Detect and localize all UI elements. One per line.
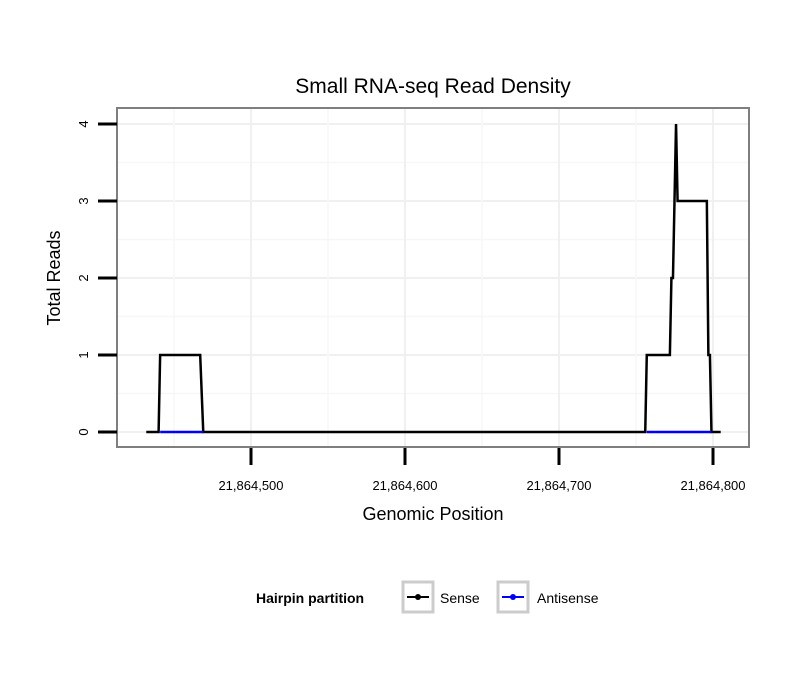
- x-tick-label: 21,864,700: [526, 478, 591, 493]
- y-tick-label: 0: [76, 428, 91, 435]
- x-tick-label: 21,864,800: [680, 478, 745, 493]
- y-tick-label: 4: [76, 120, 91, 127]
- legend: Hairpin partition Sense Antisense: [256, 580, 599, 614]
- x-tick-label: 21,864,600: [372, 478, 437, 493]
- y-tick-label: 1: [76, 351, 91, 358]
- legend-title: Hairpin partition: [256, 590, 364, 606]
- y-tick-label: 3: [76, 197, 91, 204]
- chart-title: Small RNA-seq Read Density: [295, 75, 571, 98]
- y-tick-label: 2: [76, 274, 91, 281]
- legend-point-antisense: [510, 594, 516, 600]
- legend-point-sense: [415, 594, 421, 600]
- x-tick-label: 21,864,500: [218, 478, 283, 493]
- x-axis-label: Genomic Position: [362, 504, 503, 524]
- legend-label-antisense: Antisense: [537, 590, 599, 606]
- y-axis-label: Total Reads: [44, 230, 64, 325]
- legend-label-sense: Sense: [440, 590, 480, 606]
- series-line-sense: [146, 123, 721, 434]
